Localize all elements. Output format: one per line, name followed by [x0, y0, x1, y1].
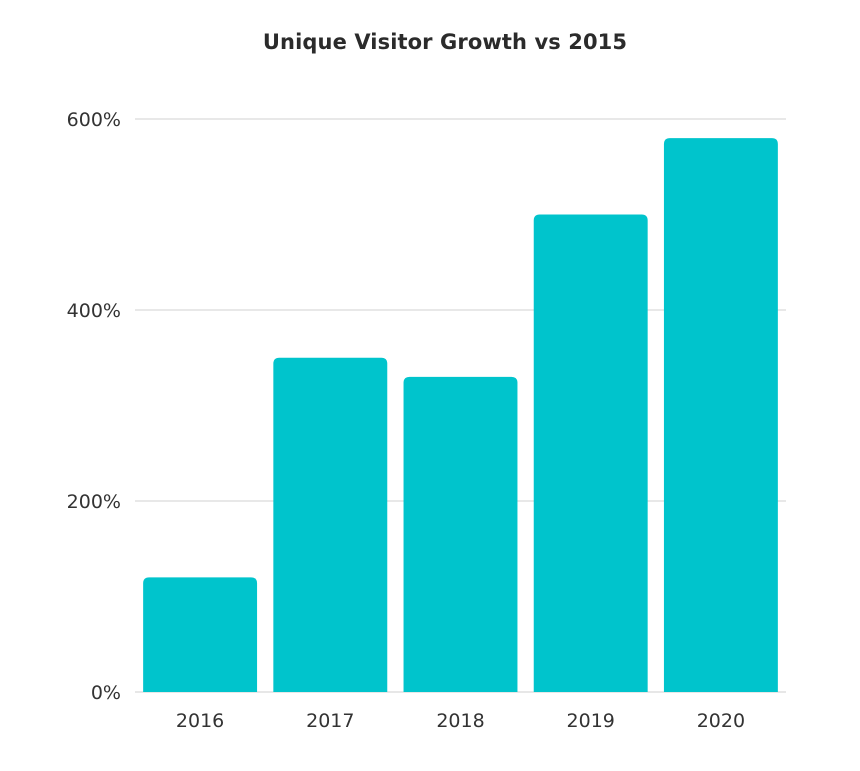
bar-layer: [143, 138, 778, 693]
chart-title: Unique Visitor Growth vs 2015: [262, 30, 628, 54]
bar-2016: [143, 577, 258, 692]
x-tick-label: 2019: [567, 710, 615, 732]
bar-2020: [663, 138, 778, 693]
x-tick-label: 2020: [697, 710, 745, 732]
x-tick-label: 2018: [436, 710, 484, 732]
x-tick-label: 2016: [176, 710, 224, 732]
y-tick-label: 400%: [67, 300, 121, 322]
x-tick-label: 2017: [306, 710, 354, 732]
x-axis: 2016 2017 2018 2019 2020: [176, 710, 745, 732]
y-tick-label: 600%: [67, 109, 121, 131]
y-axis: 0% 200% 400% 600%: [67, 109, 121, 704]
y-tick-label: 0%: [91, 682, 121, 704]
bar-2017: [273, 357, 388, 692]
bar-2019: [533, 214, 648, 692]
y-tick-label: 200%: [67, 491, 121, 513]
bar-2018: [403, 376, 518, 692]
